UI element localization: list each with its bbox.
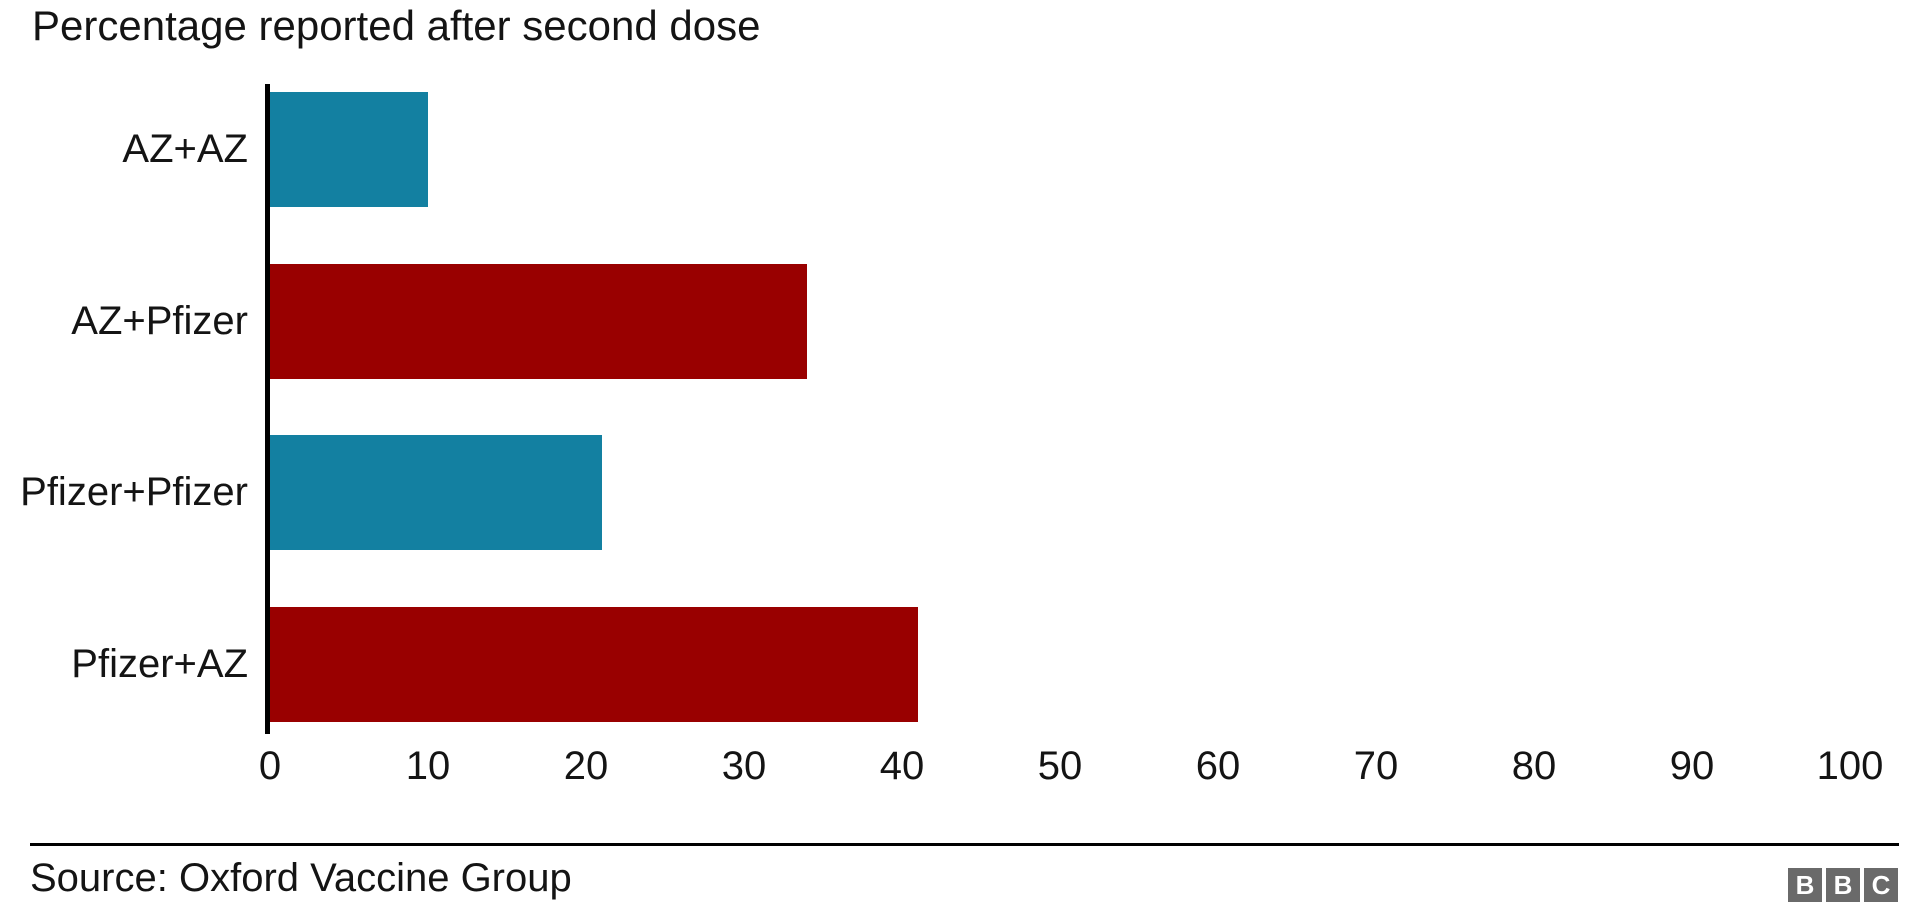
chart-title: Percentage reported after second dose xyxy=(32,2,761,49)
plot-area xyxy=(265,84,1850,734)
x-tick-60: 60 xyxy=(1195,744,1241,788)
bar-az-az xyxy=(270,92,428,207)
category-label-pfizer-pfizer: Pfizer+Pfizer xyxy=(20,470,248,514)
category-label-az-pfizer: AZ+Pfizer xyxy=(71,299,248,343)
x-tick-20: 20 xyxy=(563,744,609,788)
x-tick-0: 0 xyxy=(258,744,282,788)
x-tick-70: 70 xyxy=(1353,744,1399,788)
x-tick-10: 10 xyxy=(405,744,451,788)
x-tick-30: 30 xyxy=(721,744,767,788)
source-text: Source: Oxford Vaccine Group xyxy=(30,856,572,900)
bar-pfizer-az xyxy=(270,607,918,722)
footer-divider xyxy=(30,843,1899,846)
x-tick-40: 40 xyxy=(879,744,925,788)
bbc-logo-block-c: C xyxy=(1864,868,1898,902)
x-tick-50: 50 xyxy=(1037,744,1083,788)
bar-pfizer-pfizer xyxy=(270,435,602,550)
bbc-logo-block-b: B xyxy=(1826,868,1860,902)
bar-az-pfizer xyxy=(270,264,807,379)
x-tick-80: 80 xyxy=(1511,744,1557,788)
category-label-az-az: AZ+AZ xyxy=(122,127,248,171)
category-label-pfizer-az: Pfizer+AZ xyxy=(71,642,248,686)
x-tick-90: 90 xyxy=(1669,744,1715,788)
bbc-logo-block-b: B xyxy=(1788,868,1822,902)
x-tick-100: 100 xyxy=(1816,744,1884,788)
y-axis-line xyxy=(265,84,270,734)
